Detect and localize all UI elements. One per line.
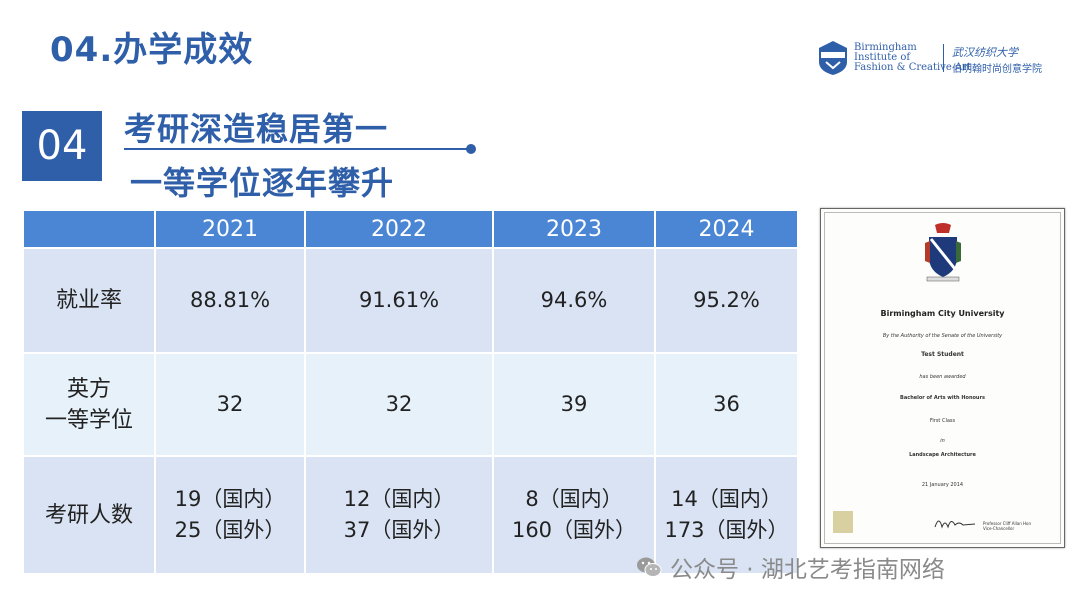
row-label-text: 考研人数 — [44, 502, 133, 528]
cell-text: 19（国内） — [174, 487, 286, 511]
certificate-border — [824, 212, 1061, 544]
cell-text: 37（国外） — [343, 518, 455, 542]
cert-signer-name: Professor Cliff Allan Hon — [983, 521, 1031, 526]
table-cell: 95.2% — [654, 247, 799, 354]
logo-divider — [943, 44, 944, 72]
watermark: 公众号 · 湖北艺考指南网络 — [636, 550, 945, 584]
table-cell: 19（国内） 25（国外） — [154, 455, 306, 575]
logo-en-line2: Institute of — [854, 52, 911, 63]
table-cell: 12（国内） 37（国外） — [304, 455, 494, 575]
cert-authority: By the Authority of the Senate of the Un… — [882, 333, 1003, 339]
table-cell: 32 — [304, 352, 494, 457]
cell-text: 8（国内） — [525, 487, 623, 511]
row-label: 英方 一等学位 — [22, 352, 156, 457]
cert-student: Test Student — [921, 351, 964, 358]
cert-in: in — [940, 438, 945, 444]
table-cell: 91.61% — [304, 247, 494, 354]
cell-text: 160（国外） — [511, 518, 637, 542]
signature-icon — [934, 520, 976, 529]
table-row: 英方 一等学位 32 32 39 36 — [22, 352, 799, 457]
year-header: 2023 — [492, 209, 656, 249]
table-cell: 8（国内） 160（国外） — [492, 455, 656, 575]
table-cell: 94.6% — [492, 247, 656, 354]
cert-class: First Class — [929, 418, 956, 424]
cell-text: 36 — [713, 392, 740, 416]
cert-signer-title: Vice-Chancellor — [983, 526, 1015, 531]
table-row: 考研人数 19（国内） 25（国外） 12（国内） 37（国外） 8（国内） 1… — [22, 455, 799, 575]
cert-degree: Bachelor of Arts with Honours — [900, 395, 985, 401]
cell-text: 95.2% — [693, 288, 760, 312]
results-table: 2021 2022 2023 2024 就业率 88.81% 91.61% 94… — [22, 209, 799, 575]
cert-awarded: has been awarded — [919, 374, 966, 380]
table-cell: 36 — [654, 352, 799, 457]
cell-text: 32 — [216, 392, 244, 416]
row-label-text: 就业率 — [55, 288, 122, 313]
cert-seal-icon — [833, 511, 853, 533]
table-cell: 39 — [492, 352, 656, 457]
table-header-row: 2021 2022 2023 2024 — [22, 209, 799, 249]
cell-text: 32 — [385, 392, 413, 416]
degree-certificate: Birmingham City University By the Author… — [820, 208, 1065, 548]
row-label: 考研人数 — [22, 455, 156, 575]
row-label-text: 一等学位 — [44, 407, 133, 433]
table-cell: 88.81% — [154, 247, 306, 354]
headline-line1: 考研深造稳居第一 — [124, 110, 389, 148]
year-header: 2021 — [154, 209, 306, 249]
row-label: 就业率 — [22, 247, 156, 354]
cell-text: 25（国外） — [174, 518, 286, 542]
cert-date: 21 January 2014 — [921, 482, 964, 488]
watermark-text: 公众号 · 湖北艺考指南网络 — [670, 557, 945, 583]
cell-text: 39 — [560, 392, 588, 416]
table-cell: 32 — [154, 352, 306, 457]
university-crest-icon — [925, 223, 961, 282]
year-header: 2022 — [304, 209, 494, 249]
slide-title: 04.办学成效 — [50, 30, 254, 70]
section-number: 04 — [22, 111, 102, 181]
logo-en-line3: Fashion & Creative Art — [854, 62, 972, 73]
logo-cn-line2: 伯明翰时尚创意学院 — [952, 64, 1042, 75]
cell-text: 94.6% — [540, 288, 608, 312]
bifca-logo-icon — [819, 41, 847, 75]
headline-divider — [124, 148, 468, 150]
cell-text: 12（国内） — [343, 487, 455, 511]
cell-text: 91.61% — [358, 288, 440, 312]
table-cell: 14（国内） 173（国外） — [654, 455, 799, 575]
headline-dot — [466, 144, 476, 154]
cell-text: 173（国外） — [664, 518, 789, 542]
cell-text: 14（国内） — [671, 487, 782, 511]
cert-university: Birmingham City University — [880, 309, 1005, 318]
logo-en-line1: Birmingham — [854, 42, 917, 53]
wechat-icon — [637, 557, 662, 577]
cert-subject: Landscape Architecture — [909, 452, 976, 458]
year-header: 2024 — [654, 209, 799, 249]
logo-english: Birmingham Institute of Fashion & Creati… — [854, 43, 971, 73]
row-label-text: 英方 — [66, 376, 111, 402]
table-row: 就业率 88.81% 91.61% 94.6% 95.2% — [22, 247, 799, 354]
headline-line2: 一等学位逐年攀升 — [130, 164, 395, 202]
logo-cn-line1: 武汉纺织大学 — [952, 46, 1018, 59]
cell-text: 88.81% — [189, 288, 271, 312]
cert-signer: Professor Cliff Allan Hon Vice-Chancello… — [983, 521, 1031, 531]
table-corner — [22, 209, 156, 249]
